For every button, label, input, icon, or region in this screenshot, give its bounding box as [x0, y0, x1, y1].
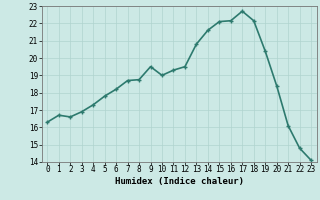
X-axis label: Humidex (Indice chaleur): Humidex (Indice chaleur): [115, 177, 244, 186]
